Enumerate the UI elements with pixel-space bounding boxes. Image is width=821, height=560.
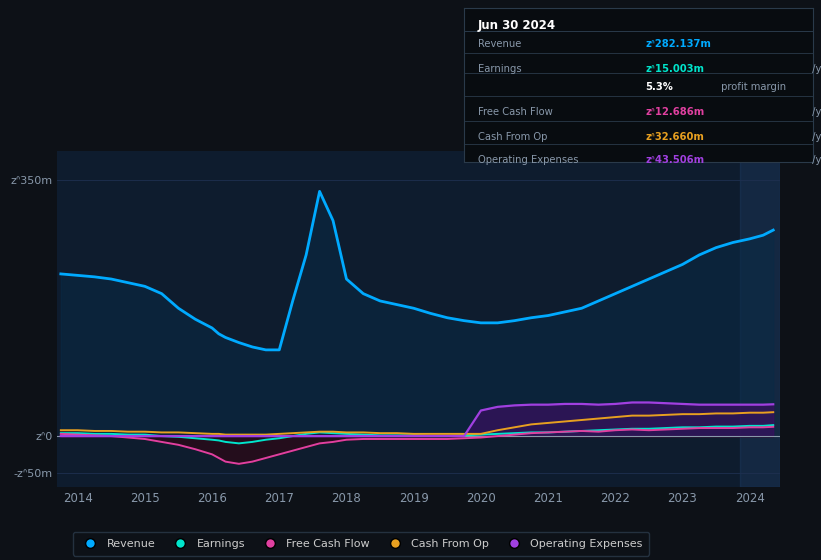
Text: Earnings: Earnings xyxy=(478,64,521,74)
Text: 5.3%: 5.3% xyxy=(645,82,673,92)
Text: /yr: /yr xyxy=(809,132,821,142)
Legend: Revenue, Earnings, Free Cash Flow, Cash From Op, Operating Expenses: Revenue, Earnings, Free Cash Flow, Cash … xyxy=(72,532,649,556)
Text: zᐢ12.686m: zᐢ12.686m xyxy=(645,107,704,117)
Text: Jun 30 2024: Jun 30 2024 xyxy=(478,19,556,32)
Text: Revenue: Revenue xyxy=(478,39,521,49)
Text: zᐢ32.660m: zᐢ32.660m xyxy=(645,132,704,142)
Bar xyxy=(740,151,780,487)
Text: Operating Expenses: Operating Expenses xyxy=(478,155,578,165)
Text: zᐢ43.506m: zᐢ43.506m xyxy=(645,155,704,165)
Text: Free Cash Flow: Free Cash Flow xyxy=(478,107,553,117)
Text: /yr: /yr xyxy=(809,64,821,74)
Text: profit margin: profit margin xyxy=(718,82,786,92)
Text: /yr: /yr xyxy=(809,107,821,117)
Text: /yr: /yr xyxy=(809,155,821,165)
Text: Cash From Op: Cash From Op xyxy=(478,132,548,142)
Text: zᐢ15.003m: zᐢ15.003m xyxy=(645,64,704,74)
Text: zᐢ282.137m: zᐢ282.137m xyxy=(645,39,711,49)
